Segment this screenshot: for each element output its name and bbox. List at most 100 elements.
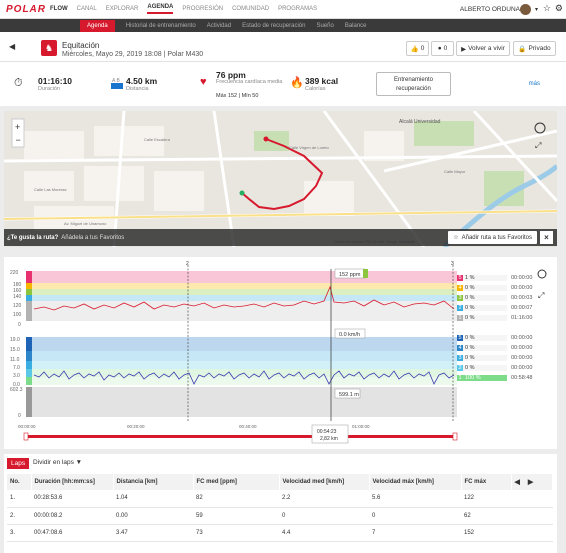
laps-header-row: No. Duración [hh:mm:ss] Distancia [km] F… (7, 474, 553, 490)
close-icon[interactable]: × (540, 231, 553, 244)
col-header: FC med [ppm] (193, 474, 280, 490)
zone-number: 1 (457, 375, 463, 381)
zone-time: 00:00:00 (511, 345, 533, 351)
gps-icon (111, 83, 123, 89)
zone-pct: 0 % (463, 365, 507, 371)
range-slider[interactable] (26, 435, 456, 438)
time-tick: 01:00:00 (352, 424, 370, 429)
range-end-handle[interactable] (452, 432, 458, 441)
map-canvas[interactable]: Alcalá Universidad Calle Virgen de Loret… (4, 111, 557, 247)
alt-tooltip: 599.1 m (339, 392, 359, 398)
zone-pct: 0 % (463, 285, 507, 291)
nav-agenda[interactable]: AGENDA (147, 4, 174, 14)
alt-tick: 602.3 (10, 387, 23, 393)
route-map[interactable]: Alcalá Universidad Calle Virgen de Loret… (4, 111, 557, 247)
zone-pct: 0 % (463, 315, 507, 321)
comment-button[interactable]: ● 0 (431, 41, 454, 56)
col-header: Velocidad máx [km/h] (369, 474, 462, 490)
nav-explorar[interactable]: EXPLORAR (105, 6, 139, 12)
table-cell: 73 (193, 524, 279, 542)
like-button[interactable]: 👍 0 (406, 41, 429, 56)
next-arrow-icon[interactable]: ▶ (527, 479, 534, 486)
route-question: ¿Te gusta la ruta? (7, 234, 59, 241)
nav-canal[interactable]: CANAL (76, 6, 97, 12)
map-street-label: Calle Mayor (444, 169, 466, 174)
horse-riding-icon: ♞ (41, 40, 57, 56)
route-lap-marker (239, 190, 245, 196)
chevron-down-icon[interactable]: ▾ (534, 7, 538, 13)
zone-number: 5 (457, 275, 463, 281)
privacy-button[interactable]: 🔒 Privado (513, 41, 556, 56)
subnav-agenda[interactable]: Agenda (80, 19, 115, 32)
zoom-in-icon[interactable]: + (15, 122, 20, 132)
fullscreen-icon[interactable]: ⤢ (534, 141, 541, 150)
nav-comunidad[interactable]: COMUNIDAD (232, 6, 270, 12)
calories-label: Calorías (305, 86, 326, 92)
revive-label: Volver a vivir (468, 45, 505, 52)
back-arrow-icon[interactable]: ◀ (9, 42, 16, 51)
prev-arrow-icon[interactable]: ◀ (514, 479, 520, 486)
map-street-label: Alcalá Universidad (399, 119, 441, 125)
col-header: FC máx (461, 474, 512, 490)
zone-number: 5 (457, 335, 463, 341)
time-tick: 00:40:00 (239, 424, 257, 429)
laps-panel: Laps Dividir en laps ▼ No. Duración [hh:… (4, 454, 557, 553)
speed-tick: 0.0 (13, 382, 20, 388)
table-cell: 7 (369, 524, 461, 542)
zoom-out-icon[interactable]: − (16, 135, 21, 145)
route-add-text: Añádela a tus Favoritos (61, 234, 125, 241)
range-start-handle[interactable] (23, 432, 29, 441)
nav-programas[interactable]: PROGRAMAS (278, 6, 318, 12)
table-cell: 0.00 (113, 507, 193, 525)
zone-number: 4 (457, 285, 463, 291)
divide-laps-dropdown[interactable]: Dividir en laps ▼ (29, 457, 86, 468)
col-header: ◀ ▶ (511, 474, 553, 490)
table-cell: 0 (369, 507, 461, 525)
add-route-favorites-button[interactable]: ☆ Añadir ruta a tus Favoritos (448, 231, 537, 244)
nav-progresion[interactable]: PROGRESIÓN (182, 6, 224, 12)
alt-tick: 0 (18, 413, 21, 419)
table-row[interactable]: 2. 00:00:08.2 0.00 59 0 0 62 (7, 507, 553, 525)
col-header: Distancia [km] (113, 474, 194, 490)
hr-tick: 140 (13, 294, 22, 300)
speed-tooltip: 0.0 km/h (339, 332, 360, 338)
zone-pct: 0 % (463, 305, 507, 311)
zone-pct: 0 % (463, 295, 507, 301)
flame-icon: 🔥 (290, 77, 304, 89)
like-count: 0 (420, 45, 425, 52)
settings-icon[interactable] (537, 269, 547, 279)
map-favorites-bar: ¿Te gusta la ruta? Añádela a tus Favorit… (4, 229, 557, 246)
session-subtitle: Miércoles, Mayo 29, 2019 18:08 | Polar M… (62, 51, 204, 58)
subnav-sueno[interactable]: Sueño (316, 22, 334, 29)
subnav-actividad[interactable]: Actividad (206, 22, 232, 29)
fullscreen-icon[interactable]: ⤢ (537, 291, 544, 300)
subnav-balance[interactable]: Balance (344, 22, 367, 29)
star-icon[interactable]: ☆ (542, 3, 551, 13)
revive-button[interactable]: ▶ Volver a vivir (456, 41, 510, 56)
speed-zone-row: 1 100 % 00:58:48 (457, 373, 553, 383)
speed-zone-row: 2 0 % 00:00:00 (457, 363, 553, 373)
charts-canvas[interactable]: 220 180 160 140 120 100 0 152 ppm 19.0 1… (4, 257, 557, 449)
more-link[interactable]: más (528, 81, 540, 87)
avatar[interactable] (520, 4, 531, 15)
hr-tooltip: 152 ppm (339, 272, 361, 278)
recovery-training-button[interactable]: Entrenamiento recuperación (376, 72, 451, 96)
hr-tick: 100 (13, 312, 22, 318)
locate-icon[interactable] (534, 122, 546, 134)
time-tooltip: 00:54:23 (317, 429, 337, 435)
chevron-down-icon: ▼ (75, 459, 83, 466)
hr-range: Máx 152 | Mín 50 (216, 93, 259, 99)
table-row[interactable]: 1. 00:28:53.6 1.04 82 2.2 5.6 122 (7, 490, 553, 508)
table-cell: 0 (279, 507, 369, 525)
settings-icon[interactable]: ⚙ (554, 3, 563, 13)
map-street-label: Calle Virgen de Loreto (289, 145, 330, 150)
table-cell: 1. (7, 490, 31, 508)
lap-marker: 2 (186, 261, 189, 267)
subnav-historial[interactable]: Historial de entrenamiento (125, 22, 196, 29)
table-row[interactable]: 3. 00:47:08.6 3.47 73 4.4 7 152 (7, 524, 553, 542)
polar-logo[interactable]: POLAR (6, 3, 46, 15)
laps-tab[interactable]: Laps (7, 458, 30, 469)
subnav-recuperacion[interactable]: Estado de recuperación (242, 22, 306, 29)
user-name[interactable]: ALBERTO ORDUNA (459, 6, 520, 13)
comment-count: 0 (443, 45, 448, 52)
